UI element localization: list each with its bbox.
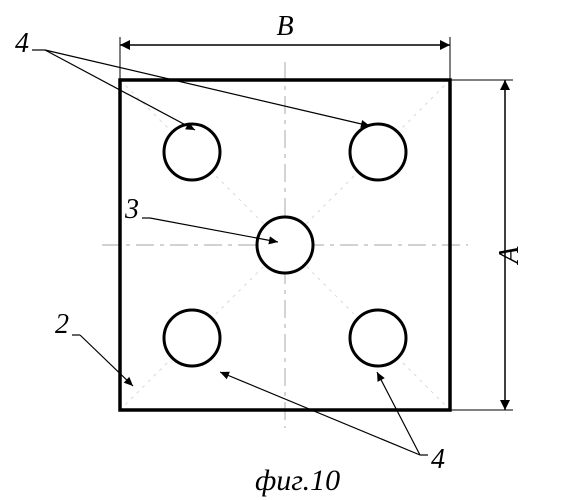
dim-b-label: B bbox=[276, 11, 293, 42]
hole-top-left bbox=[164, 124, 220, 180]
callout-3-label: 3 bbox=[124, 194, 139, 225]
hole-center bbox=[257, 217, 313, 273]
hole-bottom-left bbox=[164, 310, 220, 366]
hole-top-right bbox=[350, 124, 406, 180]
callout-4-top-label: 4 bbox=[15, 28, 29, 59]
hole-bottom-right bbox=[350, 310, 406, 366]
callout-4-bottom-label: 4 bbox=[431, 444, 445, 475]
figure-caption: фиг.10 bbox=[255, 464, 340, 497]
dim-a-label: A bbox=[494, 246, 525, 266]
callout-2-label: 2 bbox=[55, 309, 69, 340]
